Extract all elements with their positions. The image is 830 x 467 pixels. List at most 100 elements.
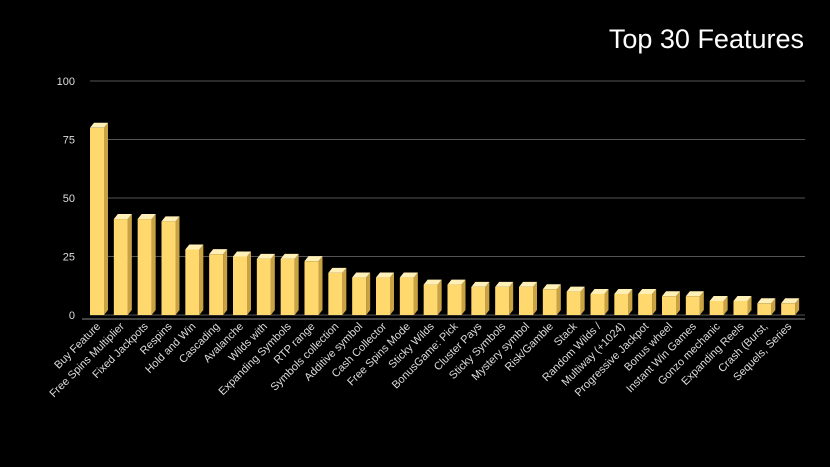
bar — [590, 288, 609, 315]
bar-front — [590, 293, 605, 315]
bar-side — [104, 122, 108, 315]
bar — [614, 288, 633, 315]
bar-top — [209, 249, 228, 255]
bar-side — [509, 281, 514, 315]
bar-top — [662, 291, 680, 297]
bar-side — [485, 281, 490, 315]
bar-top — [399, 272, 418, 278]
bar-side — [652, 288, 657, 315]
bar-front — [209, 254, 224, 315]
bar-top — [280, 253, 299, 259]
bar-top — [113, 214, 132, 220]
bar-side — [270, 253, 275, 315]
bar-front — [328, 272, 343, 315]
bar — [376, 272, 394, 315]
bar — [185, 244, 204, 315]
bar-front — [685, 296, 700, 315]
bar-front — [733, 300, 748, 315]
bar-top — [376, 272, 394, 278]
bar — [161, 216, 180, 315]
bar-front — [137, 219, 152, 315]
bar-side — [318, 256, 323, 315]
bar-top — [352, 272, 371, 278]
bar-front — [352, 277, 367, 315]
y-tick-label: 25 — [63, 252, 75, 264]
bar-front — [304, 261, 319, 315]
bar-front — [519, 286, 533, 315]
bar — [685, 291, 704, 315]
bar-side — [342, 267, 347, 315]
bar-top — [471, 281, 490, 287]
bar — [328, 267, 347, 315]
y-tick-label: 75 — [63, 135, 75, 147]
bar-side — [771, 298, 776, 315]
bar — [638, 288, 657, 315]
bar-front — [638, 293, 653, 315]
bar-front — [614, 293, 629, 315]
bar-top — [566, 286, 585, 292]
bar — [352, 272, 371, 315]
bar — [137, 214, 156, 315]
y-tick-label: 100 — [57, 76, 75, 88]
bar — [781, 298, 800, 315]
bar — [709, 295, 728, 315]
bar-top — [590, 288, 609, 294]
bar-side — [461, 279, 466, 315]
bar-top — [685, 291, 704, 297]
bar-front — [161, 221, 176, 315]
bar-front — [90, 127, 104, 315]
bar-side — [437, 279, 442, 315]
bar-top — [185, 244, 204, 250]
bar-top — [495, 281, 514, 287]
bar-top — [638, 288, 657, 294]
bar-top — [423, 279, 442, 285]
bar-side — [223, 249, 228, 315]
bar-side — [199, 244, 204, 315]
bar-top — [256, 253, 275, 259]
bar-side — [533, 281, 537, 315]
bar-top — [757, 298, 776, 304]
bar-front — [447, 284, 462, 315]
bar — [304, 256, 323, 315]
bar-front — [662, 296, 676, 315]
y-tick-label: 50 — [63, 193, 75, 205]
bar-side — [390, 272, 394, 315]
bar — [209, 249, 228, 315]
bar-side — [413, 272, 418, 315]
bar — [566, 286, 585, 315]
bar-top — [542, 284, 561, 290]
bar-front — [423, 284, 438, 315]
bar — [256, 253, 275, 315]
bar — [542, 284, 561, 315]
bar-side — [175, 216, 180, 315]
bar-front — [495, 286, 510, 315]
bar-side — [151, 214, 156, 315]
bar-side — [247, 251, 251, 315]
bar-side — [699, 291, 704, 315]
bar-front — [399, 277, 414, 315]
bar-front — [376, 277, 390, 315]
bar — [399, 272, 418, 315]
bar — [423, 279, 442, 315]
bar-front — [280, 258, 295, 315]
bar-front — [542, 289, 557, 315]
bar-top — [447, 279, 466, 285]
bar — [233, 251, 251, 315]
bar-side — [580, 286, 585, 315]
bar-top — [614, 288, 633, 294]
bar-front — [757, 303, 772, 315]
bar-side — [294, 253, 299, 315]
bar-top — [519, 281, 537, 287]
bar-top — [161, 216, 180, 222]
bar — [733, 295, 752, 315]
bar-front — [113, 219, 128, 315]
bar-top — [709, 295, 728, 301]
bar-side — [604, 288, 609, 315]
bar-side — [628, 288, 633, 315]
chart-title: Top 30 Features — [608, 24, 804, 54]
bar — [757, 298, 776, 315]
bar-side — [795, 298, 800, 315]
bar-top — [233, 251, 251, 257]
bar-front — [709, 300, 724, 315]
